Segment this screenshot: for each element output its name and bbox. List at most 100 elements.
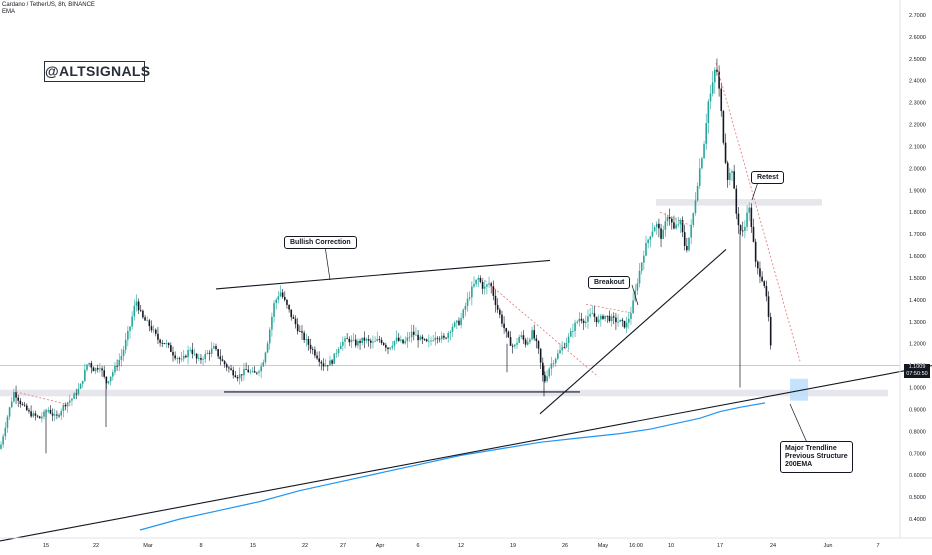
candle-body [423,338,426,340]
candle-body [374,340,376,342]
candle-body [137,301,140,311]
candle-body [714,69,716,83]
candle-body [557,353,559,359]
time-axis-label: 6 [416,543,419,549]
candle-body [589,313,591,317]
candle-body [456,320,458,323]
candle-body [686,245,688,251]
candle-body [518,336,520,343]
candle-body [587,316,589,322]
candle-body [299,331,301,333]
candle-body [460,318,462,325]
price-axis-label: 2.4000 [909,79,926,85]
candle-body [290,309,293,318]
price-axis-label: 1.3000 [909,320,926,326]
candle-body [94,368,97,372]
candle-body [415,334,417,336]
candle-body [628,318,630,323]
candle-body [279,292,282,297]
candle-body [339,345,342,350]
candle-body [548,368,551,377]
candle-body [350,339,353,343]
time-axis-label: 16:00 [629,543,643,549]
candle-body [365,339,368,341]
candle-body [215,346,217,350]
candle-body [621,319,624,321]
candle-body [724,142,727,163]
candle-body [606,315,609,317]
candle-body [561,347,563,351]
candle-body [716,69,718,72]
candle-body [230,368,232,370]
candle-body [260,366,262,372]
candle-body [735,188,738,214]
candle-body [761,276,763,282]
candle-body [653,227,656,232]
time-axis-label: Jun [824,543,833,549]
candle-body [505,328,508,332]
time-axis-label: 8 [199,543,202,549]
candle-body [718,71,720,89]
candle-body [752,226,755,242]
candle-body [400,339,402,341]
candle-body [357,340,359,346]
candle-body [729,172,731,180]
candle-body [638,270,641,284]
candle-body [733,171,735,189]
candle-body [410,331,413,338]
candle-body [754,241,757,262]
candle-body [348,338,351,343]
candle-body [77,388,80,395]
candle-body [62,404,65,412]
candle-body [92,367,95,372]
time-axis-label: 17 [717,543,723,549]
time-axis-label: 15 [250,543,256,549]
candle-body [361,337,363,343]
candle-body [144,317,146,321]
candle-body [56,414,58,416]
candle-body [258,371,260,373]
candle-body [129,326,131,331]
candle-body [204,353,207,360]
candle-body [739,225,742,231]
candle-body [610,316,613,321]
candle-body [434,337,437,341]
candle-body [537,341,540,349]
candle-body [703,144,705,159]
candle-body [202,359,204,360]
candle-body [597,319,600,323]
candle-body [662,229,664,239]
time-axis-label: 22 [302,543,308,549]
candle-body [447,333,449,339]
candle-body [120,356,123,360]
candle-body [453,322,456,327]
dashed-guide-0 [481,277,599,377]
candle-body [473,284,475,287]
candle-body [464,305,467,310]
candle-body [23,404,26,406]
time-axis-label: 10 [668,543,674,549]
candle-body [112,372,114,377]
candle-body [241,374,243,376]
candle-body [655,223,658,228]
candle-body [524,339,527,345]
price-axis-label: 2.6000 [909,35,926,41]
candle-body [174,355,176,359]
time-axis-label: 22 [93,543,99,549]
candle-body [554,358,557,364]
candle-body [565,342,568,348]
candle-body [378,339,381,340]
candle-body [440,335,443,340]
candle-body [406,337,409,342]
candle-body [150,326,153,331]
candle-body [253,371,256,373]
candle-body [101,368,103,371]
candle-body [88,362,90,365]
candle-body [256,372,258,374]
candle-body [673,222,675,229]
price-axis-label: 1.6000 [909,254,926,260]
candle-body [694,200,697,214]
